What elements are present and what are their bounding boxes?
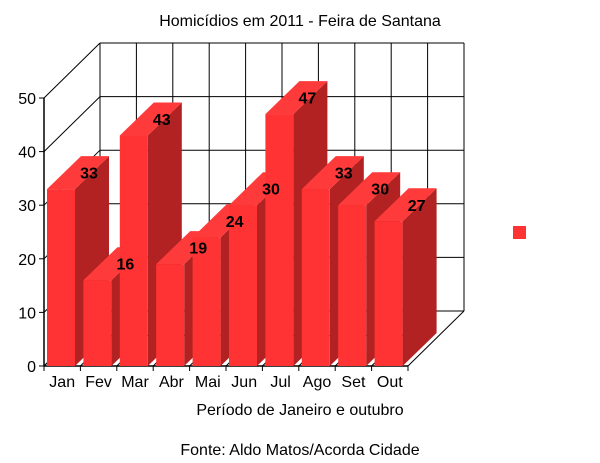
chart-title: Homicídios em 2011 - Feira de Santana xyxy=(159,13,441,30)
bar-front xyxy=(192,237,221,366)
bar-front xyxy=(83,280,112,366)
bar-front xyxy=(301,189,330,366)
data-label: 33 xyxy=(80,166,98,183)
y-tick-label: 0 xyxy=(27,359,36,376)
bar-top xyxy=(338,172,401,206)
x-tick-label: Jan xyxy=(49,374,75,391)
y-tick-labels: 0 10 20 30 40 50 xyxy=(18,91,36,376)
y-tick-label: 20 xyxy=(18,252,36,269)
bar-front xyxy=(119,135,148,366)
x-tick-labels: Jan Fev Mar Abr Mai Jun Jul Ago Set Out xyxy=(49,374,403,391)
data-label: 30 xyxy=(371,182,389,199)
bar xyxy=(374,188,437,366)
x-tick-label: Jul xyxy=(270,374,290,391)
data-label: 47 xyxy=(299,91,317,108)
source-note: Fonte: Aldo Matos/Acorda Cidade xyxy=(180,442,419,459)
bar-side xyxy=(402,188,437,366)
x-tick-label: Jun xyxy=(231,374,257,391)
bars xyxy=(47,81,437,367)
bar-front xyxy=(47,189,75,366)
bar-front xyxy=(265,114,294,366)
bar-front xyxy=(338,205,367,366)
y-tick-label: 30 xyxy=(18,198,36,215)
y-tick-label: 50 xyxy=(18,91,36,108)
data-label: 27 xyxy=(408,198,426,215)
data-label: 43 xyxy=(153,112,171,129)
bar-top xyxy=(119,102,182,136)
legend-swatch xyxy=(513,226,526,239)
data-label: 30 xyxy=(262,182,280,199)
bar-top xyxy=(301,156,364,190)
x-axis-label: Período de Janeiro e outubro xyxy=(196,402,403,419)
bar-top xyxy=(265,81,328,115)
gridline-diagonal xyxy=(43,42,101,99)
gridline-diagonal xyxy=(43,96,101,152)
data-label: 16 xyxy=(117,257,135,274)
bar-front xyxy=(156,264,185,366)
data-labels: 33 16 43 19 24 30 47 33 30 27 xyxy=(80,91,425,274)
bar-front xyxy=(374,221,403,366)
bar-top xyxy=(374,188,437,222)
x-tick-label: Fev xyxy=(85,374,112,391)
x-tick-label: Set xyxy=(341,374,366,391)
bar-top xyxy=(47,156,109,190)
x-tick-label: Out xyxy=(377,374,403,391)
data-label: 33 xyxy=(335,166,353,183)
y-tick-label: 10 xyxy=(18,305,36,322)
x-tick-label: Mai xyxy=(195,374,221,391)
data-label: 19 xyxy=(189,241,207,258)
x-tick-label: Ago xyxy=(303,374,332,391)
x-tick-label: Mar xyxy=(121,374,149,391)
bar-front xyxy=(229,205,257,366)
data-label: 24 xyxy=(226,214,244,231)
floor-line xyxy=(407,310,465,367)
y-tick-label: 40 xyxy=(18,145,36,162)
legend xyxy=(513,226,526,239)
x-tick-label: Abr xyxy=(159,374,185,391)
